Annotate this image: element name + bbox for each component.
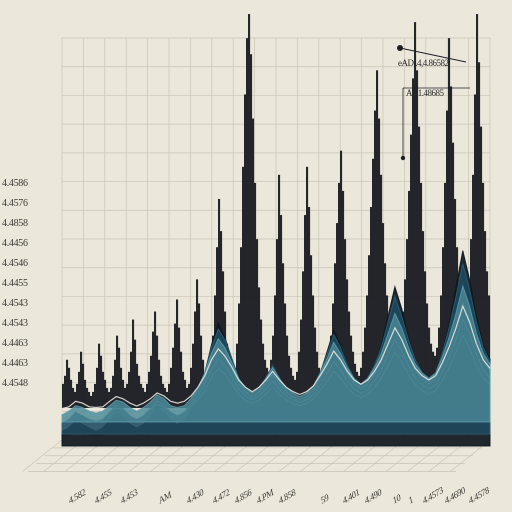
chart-svg [0,0,512,512]
y-tick: 4.4543 [2,298,28,309]
chart-root: 4.4586 4.4576 4.4858 4.4456 4.4546 4.4455 4.45… [0,0,512,512]
y-tick: 4.4455 [2,278,28,289]
y-tick: 4.4463 [2,358,28,369]
y-tick: 4.4543 [2,318,28,329]
annotation-label: eAD .4,4.86582 [398,58,449,68]
y-tick: 4.4858 [2,218,28,229]
annotation-label: A.41.48685 [406,88,444,98]
y-tick: 4.4546 [2,258,28,269]
y-tick: 4.4463 [2,338,28,349]
y-tick: 4.4586 [2,178,28,189]
y-tick: 4.4576 [2,198,28,209]
y-tick: 4.4548 [2,378,28,389]
y-tick: 4.4456 [2,238,28,249]
